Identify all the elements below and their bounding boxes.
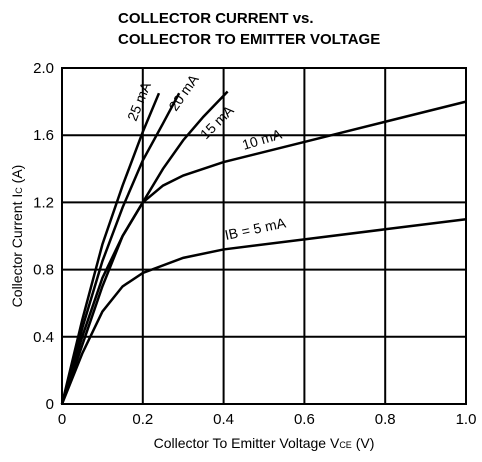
y-tick-label: 0 xyxy=(46,396,54,413)
chart-title: COLLECTOR TO EMITTER VOLTAGE xyxy=(118,31,380,48)
x-tick-label: 0.2 xyxy=(132,411,153,428)
curve-label: 20 mA xyxy=(165,71,202,114)
curve xyxy=(60,92,181,405)
y-tick-label: 1.6 xyxy=(33,127,54,144)
x-axis-label: Collector To Emitter Voltage VCE (V) xyxy=(154,435,375,451)
x-tick-label: 0.6 xyxy=(294,411,315,428)
y-tick-label: 2.0 xyxy=(33,60,54,77)
y-axis-label-unit: (A) xyxy=(9,165,25,188)
y-axis-label: Collector Current IC (A) xyxy=(9,165,25,308)
plot-frame xyxy=(61,67,467,405)
curve xyxy=(60,90,229,405)
x-axis-label-unit: (V) xyxy=(352,435,375,451)
y-tick-label: 0.8 xyxy=(33,262,54,279)
x-axis-label-text: Collector To Emitter Voltage V xyxy=(154,435,340,451)
y-axis-label-sub: C xyxy=(14,187,24,194)
y-tick-label: 0.4 xyxy=(33,329,54,346)
x-tick-label: 1.0 xyxy=(456,411,477,428)
x-tick-label: 0.8 xyxy=(375,411,396,428)
curve xyxy=(60,92,161,405)
curve xyxy=(60,217,467,405)
x-tick-label: 0 xyxy=(58,411,66,428)
chart-title: COLLECTOR CURRENT vs. xyxy=(118,10,314,27)
x-axis-label-sub: CE xyxy=(339,440,352,450)
x-tick-label: 0.4 xyxy=(213,411,234,428)
y-tick-label: 1.2 xyxy=(33,194,54,211)
y-axis-label-text: Collector Current I xyxy=(9,194,25,308)
curve-label: IB = 5 mA xyxy=(223,214,287,243)
curve xyxy=(60,100,467,405)
